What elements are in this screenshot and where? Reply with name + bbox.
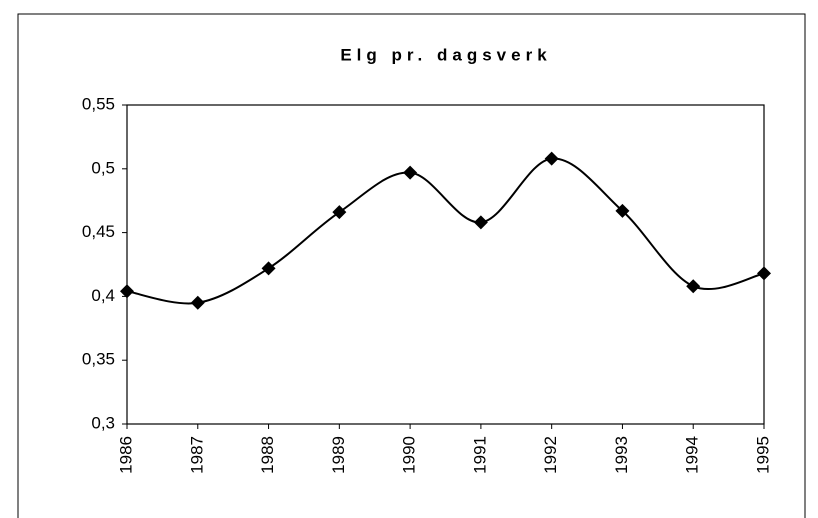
y-tick-label: 0,5 — [91, 158, 115, 177]
marker — [544, 151, 559, 166]
marker — [473, 215, 488, 230]
marker — [120, 284, 134, 299]
x-tick-label: 1987 — [187, 436, 206, 474]
x-tick-label: 1988 — [258, 436, 277, 474]
marker — [261, 261, 276, 276]
marker — [332, 205, 347, 220]
x-tick-label: 1986 — [116, 436, 135, 474]
y-tick-label: 0,3 — [91, 413, 115, 432]
chart-frame — [17, 13, 806, 518]
plot-area — [126, 104, 765, 425]
x-tick-label: 1989 — [329, 436, 348, 474]
marker — [757, 266, 771, 281]
y-tick-label: 0,4 — [91, 286, 115, 305]
y-tick-label: 0,35 — [82, 350, 115, 369]
marker — [615, 203, 630, 218]
marker — [686, 279, 701, 294]
y-tick-label: 0,55 — [82, 94, 115, 113]
x-tick-label: 1993 — [612, 436, 631, 474]
marker — [190, 295, 205, 310]
x-tick-label: 1994 — [683, 436, 702, 474]
chart-title: Elg pr. dagsverk — [340, 45, 551, 64]
x-tick-label: 1990 — [400, 436, 419, 474]
x-tick-label: 1992 — [541, 436, 560, 474]
x-tick-label: 1995 — [753, 436, 772, 474]
marker — [403, 165, 418, 180]
x-tick-label: 1991 — [470, 436, 489, 474]
y-tick-label: 0,45 — [82, 222, 115, 241]
line — [126, 157, 765, 305]
